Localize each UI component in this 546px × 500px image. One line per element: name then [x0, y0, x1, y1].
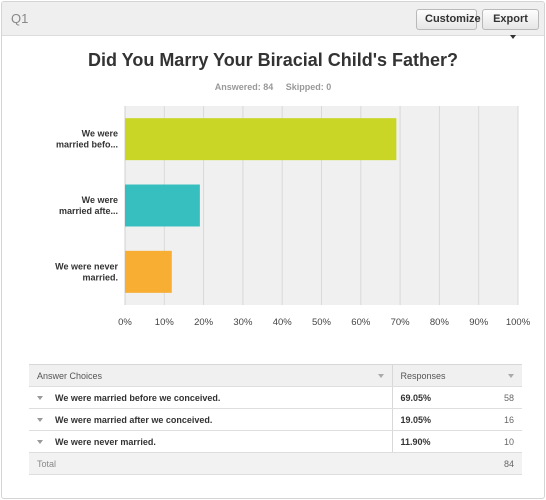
response-count: 10	[503, 436, 514, 447]
export-button[interactable]: Export	[482, 9, 539, 39]
answer-choice-text: We were never married.	[55, 436, 156, 447]
response-count: 16	[503, 414, 514, 425]
total-value: 84	[503, 458, 514, 469]
table-row: We were never married. 11.90% 10	[29, 430, 522, 453]
total-label: Total	[29, 452, 392, 475]
answer-choice-cell[interactable]: We were married after we conceived.	[29, 408, 393, 431]
x-tick-label: 0%	[118, 317, 132, 328]
category-label: married afte...	[59, 206, 118, 216]
response-stats: Answered: 84 Skipped: 0	[2, 82, 544, 92]
answered-count: Answered: 84	[214, 82, 274, 92]
answer-choice-text: We were married after we conceived.	[55, 414, 213, 425]
answer-table: Answer Choices Responses We were married…	[29, 364, 522, 475]
x-tick-label: 60%	[351, 317, 371, 328]
chevron-down-icon[interactable]	[37, 417, 43, 422]
table-row: We were married before we conceived. 69.…	[29, 386, 522, 409]
response-percent: 11.90%	[400, 436, 431, 447]
bar	[125, 250, 172, 293]
bar	[125, 184, 200, 227]
answer-choice-cell[interactable]: We were never married.	[29, 430, 393, 453]
bar	[125, 118, 397, 161]
table-row: We were married after we conceived. 19.0…	[29, 408, 522, 431]
chart-title: Did You Marry Your Biracial Child's Fath…	[87, 50, 459, 70]
category-label: married.	[82, 272, 118, 282]
category-label: We were	[82, 195, 118, 205]
answer-choices-label: Answer Choices	[37, 370, 103, 381]
category-label: We were	[82, 129, 118, 139]
column-header-answer-choices[interactable]: Answer Choices	[29, 364, 393, 387]
question-number: Q1	[11, 11, 29, 26]
responses-label: Responses	[400, 370, 446, 381]
total-cell: 84	[392, 452, 522, 475]
sort-icon	[377, 374, 384, 378]
customize-button[interactable]: Customize	[416, 9, 481, 30]
x-tick-label: 50%	[312, 317, 332, 328]
response-cell: 69.05% 58	[392, 386, 522, 409]
sort-icon	[508, 374, 514, 378]
chevron-down-icon[interactable]	[37, 395, 43, 400]
total-row: Total 84	[29, 452, 522, 475]
answer-choice-text: We were married before we conceived.	[55, 392, 221, 403]
response-percent: 19.05%	[400, 414, 432, 425]
response-cell: 19.05% 16	[392, 408, 522, 431]
bar-chart: 0% 10% 20% 30% 40% 50% 60% 70% 80% 90% 100% We were…	[55, 106, 531, 328]
x-tick-label: 10%	[155, 317, 175, 328]
column-header-responses[interactable]: Responses	[392, 364, 522, 387]
x-tick-label: 30%	[233, 317, 253, 328]
category-label: We were never	[55, 261, 118, 271]
response-cell: 11.90% 10	[392, 430, 522, 453]
x-tick-label: 20%	[194, 317, 214, 328]
response-percent: 69.05%	[400, 392, 432, 403]
category-label: married befo...	[56, 140, 118, 150]
x-tick-label: 90%	[469, 317, 489, 328]
x-tick-label: 80%	[430, 317, 450, 328]
x-tick-label: 40%	[273, 317, 293, 328]
x-tick-label: 70%	[391, 317, 411, 328]
question-header: Q1 Customize Export	[2, 2, 544, 39]
chevron-down-icon[interactable]	[37, 439, 43, 444]
skipped-count: Skipped: 0	[285, 82, 332, 92]
chevron-down-icon	[509, 35, 516, 39]
export-label: Export	[493, 13, 528, 25]
response-count: 58	[503, 392, 514, 403]
x-tick-label: 100%	[506, 317, 531, 328]
answer-choice-cell[interactable]: We were married before we conceived.	[29, 386, 393, 409]
